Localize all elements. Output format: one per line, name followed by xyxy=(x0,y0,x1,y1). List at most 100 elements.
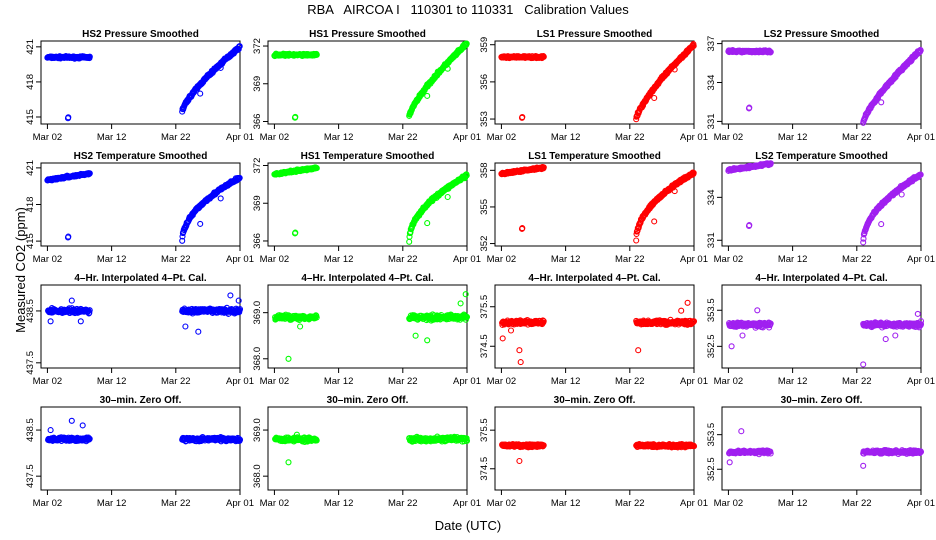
data-point xyxy=(651,94,658,102)
data-point xyxy=(690,169,697,176)
data-point xyxy=(406,238,413,245)
x-tick-label: Mar 22 xyxy=(842,132,872,143)
x-tick-label: Apr 01 xyxy=(453,132,481,143)
x-tick-label: Mar 12 xyxy=(324,254,354,265)
panel-13: 30–min. Zero Off.Mar 02 Mar 12 Mar 22 Apr 0… xyxy=(25,395,254,509)
data-point xyxy=(746,222,753,229)
x-tick-label: Mar 22 xyxy=(161,498,191,509)
x-tick-label: Mar 22 xyxy=(161,132,191,143)
data-point xyxy=(917,448,925,455)
plot-frame xyxy=(494,162,695,247)
data-point xyxy=(197,220,204,227)
data-point xyxy=(297,323,304,330)
data-point xyxy=(671,66,678,73)
panel-title: 4–Hr. Interpolated 4–Pt. Cal. xyxy=(301,273,433,284)
data-point xyxy=(463,313,471,321)
data-point xyxy=(313,51,320,58)
x-tick-label: Mar 12 xyxy=(97,132,127,143)
data-point xyxy=(197,90,204,97)
data-point xyxy=(179,237,186,244)
data-point xyxy=(917,321,925,328)
data-point xyxy=(914,310,921,317)
x-tick-label: Mar 22 xyxy=(388,132,418,143)
x-tick-label: Apr 01 xyxy=(907,132,935,143)
panel-title: 4–Hr. Interpolated 4–Pt. Cal. xyxy=(755,273,887,284)
x-tick-label: Mar 02 xyxy=(33,376,63,387)
x-tick-label: Mar 22 xyxy=(161,376,191,387)
data-point xyxy=(633,116,640,123)
x-tick-label: Mar 02 xyxy=(33,132,63,143)
x-tick-label: Apr 01 xyxy=(907,498,935,509)
y-tick-label: 334 xyxy=(706,189,717,205)
data-point xyxy=(684,299,691,306)
x-tick-label: Mar 12 xyxy=(778,254,808,265)
y-tick-label: 352.5 xyxy=(706,334,717,358)
y-tick-label: 331 xyxy=(706,113,717,129)
y-tick-label: 358 xyxy=(479,162,490,178)
data-point xyxy=(313,437,320,444)
x-tick-label: Mar 12 xyxy=(778,376,808,387)
x-tick-label: Apr 01 xyxy=(680,254,708,265)
plot-frame xyxy=(267,284,468,369)
data-point xyxy=(878,221,885,228)
y-tick-label: 438.5 xyxy=(25,418,36,442)
data-point xyxy=(65,233,72,240)
data-point xyxy=(739,332,746,339)
data-point xyxy=(47,427,54,434)
data-point xyxy=(767,48,774,56)
x-tick-label: Mar 02 xyxy=(260,376,290,387)
data-point xyxy=(424,337,431,344)
data-point xyxy=(463,435,470,442)
data-point xyxy=(767,160,774,167)
panel-12: 4–Hr. Interpolated 4–Pt. Cal.Mar 02 Mar 1… xyxy=(706,273,935,387)
data-point xyxy=(79,422,86,429)
data-point xyxy=(651,218,658,225)
x-tick-label: Apr 01 xyxy=(907,376,935,387)
y-tick-label: 353 xyxy=(479,111,490,127)
data-point xyxy=(519,113,526,121)
y-tick-label: 369.0 xyxy=(252,418,263,442)
plot-frame xyxy=(494,284,695,369)
data-point xyxy=(195,328,202,335)
data-point xyxy=(292,113,299,120)
panel-10: 4–Hr. Interpolated 4–Pt. Cal.Mar 02 Mar 1… xyxy=(252,273,481,387)
x-tick-label: Apr 01 xyxy=(226,498,254,509)
x-tick-label: Mar 22 xyxy=(842,498,872,509)
plot-frame xyxy=(721,162,922,247)
x-tick-label: Mar 12 xyxy=(324,132,354,143)
data-point xyxy=(86,309,93,316)
x-tick-label: Mar 02 xyxy=(714,498,744,509)
data-point xyxy=(690,42,697,50)
y-tick-label: 334 xyxy=(706,75,717,91)
x-tick-label: Mar 12 xyxy=(551,376,581,387)
x-tick-label: Mar 12 xyxy=(97,376,127,387)
y-tick-label: 368.0 xyxy=(252,347,263,371)
y-tick-label: 437.5 xyxy=(25,351,36,375)
x-tick-label: Mar 12 xyxy=(551,254,581,265)
x-tick-label: Mar 22 xyxy=(615,376,645,387)
data-point xyxy=(499,335,506,342)
panel-title: LS2 Pressure Smoothed xyxy=(764,29,880,40)
panel-title: LS1 Temperature Smoothed xyxy=(528,151,661,162)
data-point xyxy=(767,450,774,457)
data-point xyxy=(86,53,93,60)
plot-frame xyxy=(494,40,695,125)
data-point xyxy=(516,347,523,354)
y-tick-label: 369 xyxy=(252,195,263,211)
data-point xyxy=(860,462,867,469)
data-point xyxy=(516,457,523,465)
y-tick-label: 415 xyxy=(25,109,36,125)
panel-title: 4–Hr. Interpolated 4–Pt. Cal. xyxy=(74,273,206,284)
panel-title: 30–min. Zero Off. xyxy=(781,395,863,406)
data-point xyxy=(462,291,469,298)
panel-title: 30–min. Zero Off. xyxy=(327,395,409,406)
x-tick-label: Mar 02 xyxy=(33,254,63,265)
data-point xyxy=(746,104,753,111)
x-tick-label: Apr 01 xyxy=(907,254,935,265)
data-point xyxy=(424,220,431,227)
data-point xyxy=(860,239,867,246)
data-point xyxy=(313,314,320,321)
x-tick-label: Mar 22 xyxy=(615,132,645,143)
